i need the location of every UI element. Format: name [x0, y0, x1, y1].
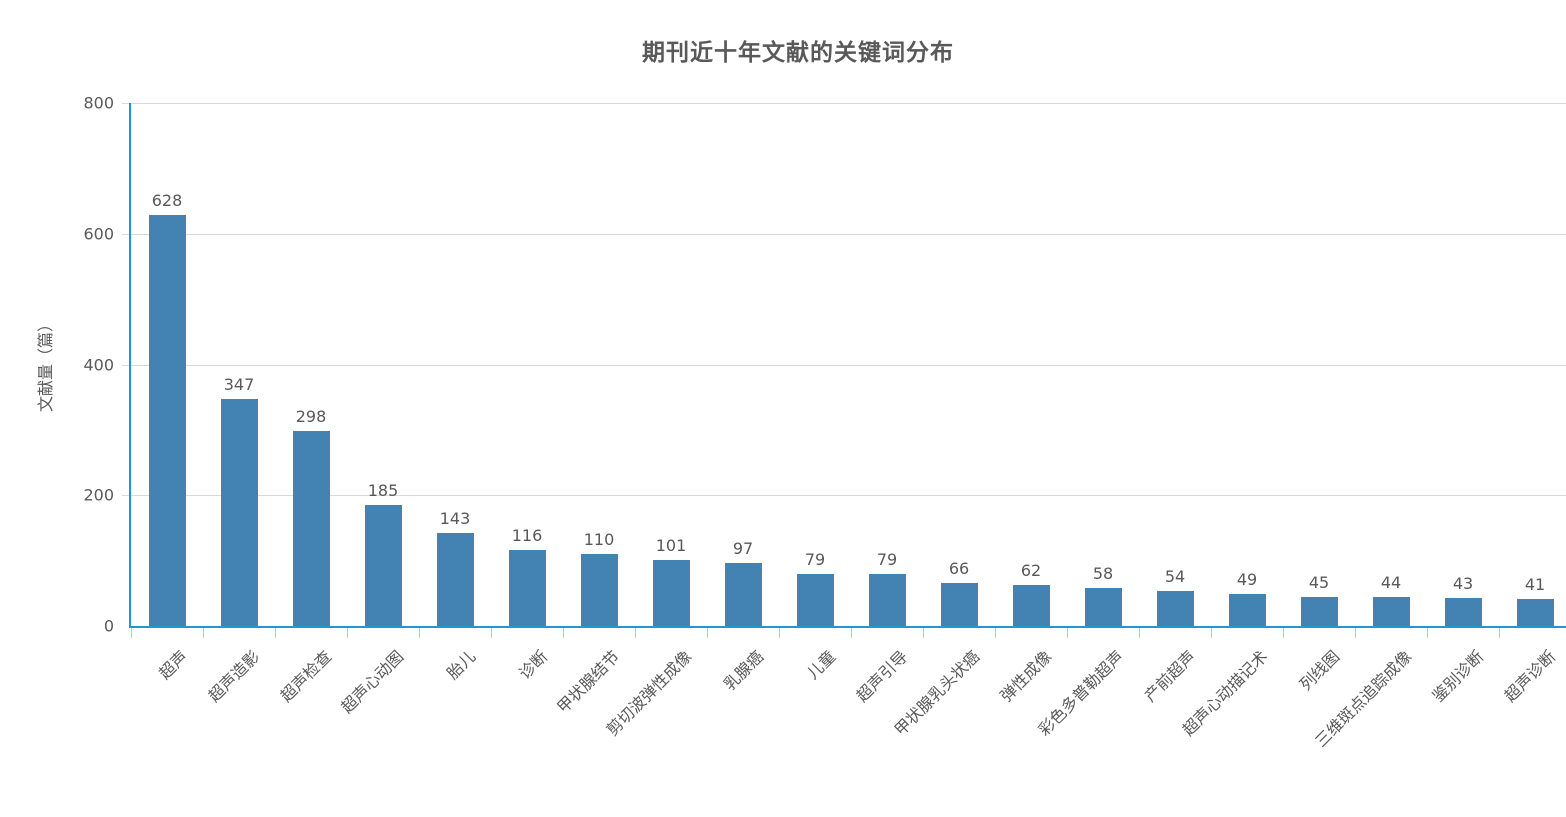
x-axis-tick: [923, 628, 924, 638]
x-category-label: 超声造影: [204, 646, 264, 706]
y-axis-tick: [122, 495, 131, 497]
y-axis-title-text: 文献量（篇）: [36, 315, 55, 413]
bar-value-label: 79: [804, 550, 826, 570]
x-axis-tick: [635, 628, 636, 638]
bar-value-label: 298: [295, 407, 327, 427]
y-axis-tick: [122, 103, 131, 104]
x-axis-tick: [707, 628, 708, 638]
x-category-label: 产前超声: [1140, 646, 1200, 706]
bar: [1084, 588, 1122, 626]
gridline: [131, 495, 1566, 497]
x-axis-tick: [347, 628, 348, 638]
bar: [1228, 593, 1266, 626]
x-category-label: 超声心动图: [337, 646, 408, 717]
bar: [940, 582, 978, 626]
x-axis-tick: [1427, 628, 1428, 638]
bar-value-label: 54: [1164, 566, 1186, 586]
gridline: [131, 233, 1566, 235]
x-axis-tick: [1283, 628, 1284, 638]
bar: [1444, 597, 1482, 626]
x-axis-line: [129, 626, 1566, 628]
y-tick-label: 400: [83, 355, 114, 374]
bar-value-label: 44: [1380, 573, 1402, 593]
bar: [508, 550, 546, 626]
x-category-label: 超声检查: [276, 646, 336, 706]
bar: [1516, 599, 1554, 626]
x-category-label: 鉴别诊断: [1428, 646, 1488, 706]
x-axis-tick: [275, 628, 276, 638]
chart-title: 期刊近十年文献的关键词分布: [642, 40, 954, 66]
y-tick-label: 0: [103, 616, 114, 636]
x-axis-tick: [203, 628, 204, 638]
bar-value-label: 101: [655, 535, 687, 555]
y-axis-tick: [122, 233, 131, 235]
bar-value-label: 43: [1452, 573, 1474, 593]
bar: [292, 431, 330, 626]
x-axis-tick: [1211, 628, 1212, 638]
bar-value-label: 58: [1092, 564, 1114, 584]
bar-value-label: 49: [1236, 569, 1258, 589]
bar-value-label: 97: [732, 538, 754, 558]
bar-value-label: 116: [511, 526, 543, 546]
x-axis-tick: [131, 628, 132, 638]
x-axis-tick: [995, 628, 996, 638]
x-category-label: 弹性成像: [996, 646, 1056, 706]
x-axis-tick: [563, 628, 564, 638]
bar-value-label: 41: [1524, 575, 1546, 595]
x-axis-tick: [779, 628, 780, 638]
bar-value-label: 628: [151, 191, 183, 211]
x-category-label: 超声: [155, 646, 192, 683]
bar: [148, 215, 186, 626]
bar-value-label: 110: [583, 530, 615, 550]
y-axis-line: [129, 103, 131, 628]
x-axis-tick: [491, 628, 492, 638]
bar-value-label: 62: [1020, 561, 1042, 581]
x-category-label: 儿童: [803, 646, 840, 683]
x-category-label: 列线图: [1295, 646, 1344, 695]
y-tick-label: 200: [83, 485, 114, 505]
bar: [1300, 596, 1338, 626]
y-tick-label: 800: [83, 93, 114, 113]
bar: [436, 532, 474, 626]
bar: [796, 574, 834, 626]
bar-value-label: 45: [1308, 572, 1330, 592]
x-category-label: 超声诊断: [1500, 646, 1560, 706]
y-axis-tick: [122, 364, 131, 366]
x-axis-tick: [1355, 628, 1356, 638]
bar: [220, 399, 258, 626]
x-category-label: 诊断: [515, 646, 552, 683]
bar: [652, 559, 690, 626]
x-category-label: 超声引导: [852, 646, 912, 706]
gridline: [131, 364, 1566, 366]
bar-value-label: 347: [223, 375, 255, 395]
bar: [364, 505, 402, 626]
bar: [1012, 585, 1050, 626]
x-axis-tick: [1499, 628, 1500, 638]
bar: [868, 574, 906, 626]
y-tick-label: 600: [83, 224, 114, 244]
x-category-label: 乳腺癌: [719, 646, 768, 695]
x-axis-tick: [1139, 628, 1140, 638]
bar-value-label: 66: [948, 558, 970, 578]
x-axis-tick: [419, 628, 420, 638]
bar: [724, 562, 762, 626]
x-axis-tick: [1067, 628, 1068, 638]
x-category-label: 胎儿: [443, 646, 480, 683]
bar: [580, 554, 618, 626]
bar-value-label: 79: [876, 550, 898, 570]
gridline: [131, 103, 1566, 104]
bar: [1372, 597, 1410, 626]
bar-value-label: 185: [367, 481, 399, 501]
bar: [1156, 590, 1194, 626]
bar-value-label: 143: [439, 508, 471, 528]
x-axis-tick: [851, 628, 852, 638]
x-category-label: 甲状腺结节: [553, 646, 624, 717]
